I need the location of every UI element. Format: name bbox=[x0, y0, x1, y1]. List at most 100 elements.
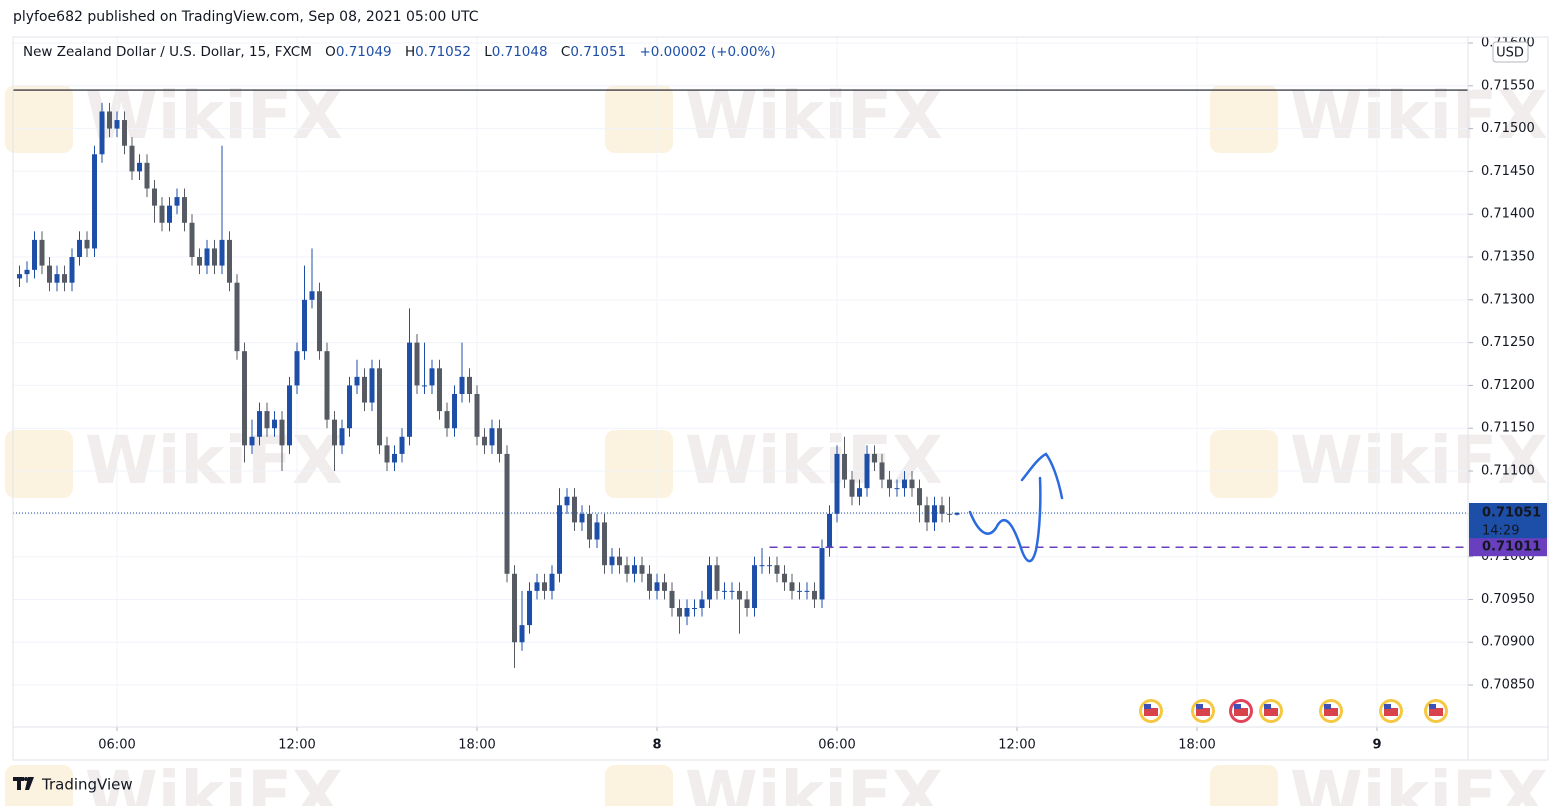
candle-body bbox=[302, 299, 308, 352]
candle-body bbox=[707, 565, 713, 600]
candle-body bbox=[24, 269, 30, 275]
candle-body bbox=[879, 462, 885, 480]
y-tick-label: 0.70850 bbox=[1481, 678, 1535, 693]
candle-body bbox=[279, 419, 285, 446]
x-tick-label: 18:00 bbox=[1178, 738, 1215, 753]
candle-body bbox=[789, 582, 795, 591]
candle-body bbox=[909, 479, 915, 489]
candle-body bbox=[804, 590, 810, 592]
y-tick-label: 0.71350 bbox=[1481, 250, 1535, 265]
candle-body bbox=[699, 599, 705, 609]
candle-body bbox=[557, 505, 563, 574]
change-percent: (+0.00%) bbox=[710, 44, 776, 60]
currency-badge bbox=[1492, 41, 1529, 63]
candle-body bbox=[774, 565, 780, 574]
candles bbox=[17, 102, 960, 668]
candle-body bbox=[32, 239, 38, 270]
candle-body bbox=[542, 582, 548, 591]
candle-body bbox=[474, 393, 480, 437]
candle-body bbox=[849, 479, 855, 497]
countdown-label: 14:29 bbox=[1482, 523, 1519, 538]
candle-body bbox=[242, 351, 248, 446]
candle-body bbox=[47, 265, 53, 283]
low-value: 0.71048 bbox=[491, 44, 548, 60]
candle-body bbox=[122, 120, 128, 146]
watermark-icon bbox=[1210, 430, 1278, 498]
candle-body bbox=[354, 376, 360, 386]
candle-body bbox=[594, 522, 600, 540]
candle-body bbox=[92, 154, 98, 249]
watermark: WikiFX bbox=[685, 77, 943, 154]
y-tick-label: 0.71250 bbox=[1481, 335, 1535, 350]
watermark: WikiFX bbox=[1290, 757, 1548, 806]
last-price-box bbox=[1469, 502, 1547, 541]
candle-body bbox=[444, 411, 450, 429]
candle-body bbox=[632, 565, 638, 574]
candle-body bbox=[317, 291, 323, 352]
y-tick-label: 0.71500 bbox=[1481, 121, 1535, 136]
high-label: H bbox=[404, 44, 416, 60]
open-value: 0.71049 bbox=[335, 44, 392, 60]
candle-body bbox=[684, 608, 690, 617]
candle-body bbox=[669, 590, 675, 609]
candle-body bbox=[482, 436, 488, 446]
candle-body bbox=[924, 505, 930, 523]
candle-body bbox=[797, 590, 803, 592]
candle-body bbox=[429, 368, 435, 386]
candle-body bbox=[234, 282, 240, 352]
x-tick-label: 06:00 bbox=[98, 738, 135, 753]
candle-body bbox=[534, 582, 540, 591]
candle-body bbox=[647, 573, 653, 591]
candle-body bbox=[752, 565, 758, 609]
candle-body bbox=[489, 428, 495, 446]
candle-body bbox=[677, 608, 683, 617]
candle-body bbox=[917, 488, 923, 506]
candle-body bbox=[827, 513, 833, 549]
open-label: O bbox=[325, 44, 336, 60]
candle-body bbox=[902, 479, 908, 489]
watermark-icon bbox=[5, 430, 73, 498]
y-tick-label: 0.71300 bbox=[1481, 292, 1535, 307]
candle-body bbox=[107, 111, 113, 129]
x-tick-label: 12:00 bbox=[998, 738, 1035, 753]
y-tick-label: 0.71100 bbox=[1481, 464, 1535, 479]
candle-body bbox=[84, 239, 90, 249]
change-value: +0.00002 bbox=[639, 44, 707, 60]
brand-name: TradingView bbox=[41, 776, 133, 794]
candle-body bbox=[452, 393, 458, 429]
candle-body bbox=[114, 120, 120, 129]
candle-body bbox=[572, 496, 578, 523]
candle-body bbox=[437, 368, 443, 412]
x-tick-label: 9 bbox=[1372, 738, 1381, 753]
candle-body bbox=[197, 257, 203, 266]
candle-body bbox=[504, 453, 510, 574]
candle-body bbox=[39, 239, 45, 266]
y-tick-label: 0.71550 bbox=[1481, 78, 1535, 93]
candle-body bbox=[309, 291, 315, 300]
candle-body bbox=[624, 565, 630, 574]
candle-body bbox=[369, 368, 375, 403]
candle-body bbox=[864, 453, 870, 489]
candle-body bbox=[857, 488, 863, 497]
candle-body bbox=[249, 436, 255, 446]
candle-body bbox=[347, 385, 353, 429]
candle-body bbox=[662, 582, 668, 591]
watermark: WikiFX bbox=[685, 757, 943, 806]
candle-body bbox=[144, 162, 150, 189]
candle-body bbox=[609, 556, 615, 566]
candle-body bbox=[99, 111, 105, 155]
candle-body bbox=[174, 197, 180, 206]
candle-body bbox=[639, 565, 645, 574]
candle-body bbox=[332, 419, 338, 446]
candle-body bbox=[497, 428, 503, 454]
candle-body bbox=[692, 608, 698, 610]
candle-body bbox=[339, 428, 345, 446]
candle-body bbox=[714, 565, 720, 591]
candle-body bbox=[834, 453, 840, 514]
candle-body bbox=[527, 590, 533, 626]
watermark: WikiFX bbox=[685, 422, 943, 499]
candle-body bbox=[602, 522, 608, 566]
candle-body bbox=[939, 505, 945, 514]
